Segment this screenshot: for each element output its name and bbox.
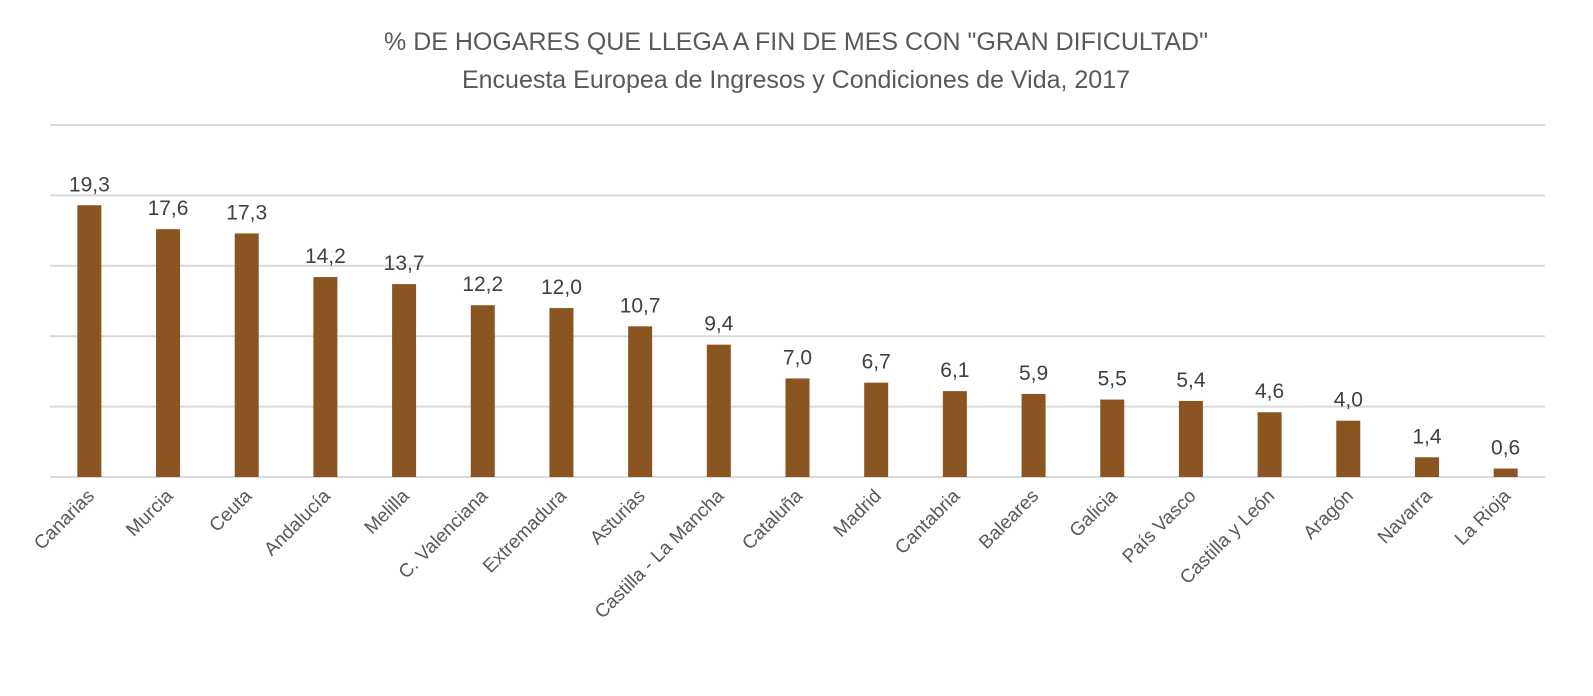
data-label: 10,7 [620,294,661,317]
category-label: Ceuta [206,485,257,536]
bar [785,378,810,477]
data-label: 5,4 [1176,369,1206,392]
data-label: 5,5 [1098,368,1127,391]
data-label: 19,3 [69,173,110,196]
bar [549,308,574,477]
bar [470,305,495,477]
bar [77,205,102,478]
category-label: Cataluña [738,485,807,554]
data-labels: 19,3 17,6 17,3 14,2 13,7 12,2 12,0 10,7 9,4 7,0 6,… [69,173,1520,459]
chart-subtitle: Encuesta Europea de Ingresos y Condicion… [462,66,1130,94]
data-label: 7,0 [783,346,812,369]
category-label: Castilla - La Mancha [591,485,729,623]
bar [864,382,889,477]
category-label: Navarra [1374,485,1437,548]
data-label: 4,6 [1255,380,1284,403]
chart-title: % DE HOGARES QUE LLEGA A FIN DE MES CON … [384,28,1208,56]
data-label: 6,7 [862,351,891,374]
category-label: Canarias [30,486,99,555]
bar [156,229,181,477]
data-label: 12,2 [462,273,503,296]
bar [1178,400,1203,477]
category-label: País Vasco [1119,486,1201,568]
data-label: 9,4 [704,313,734,336]
data-label: 12,0 [541,276,582,299]
bar [1493,468,1518,477]
data-label: 0,6 [1491,437,1520,460]
gridlines [50,124,1545,478]
bar [1100,399,1125,477]
category-label: La Rioja [1451,485,1515,549]
category-label: Andalucía [260,485,335,560]
bar [234,233,259,477]
bar [1021,393,1046,477]
bar [1336,420,1361,477]
category-label: Murcia [122,485,177,540]
data-label: 14,2 [305,245,346,268]
category-label: Extremadura [479,485,571,577]
data-label: 17,6 [148,197,189,220]
bar [706,344,731,477]
bar [313,277,338,477]
category-label: Galicia [1066,485,1122,541]
data-label: 4,0 [1334,389,1363,412]
category-label: Asturias [586,486,649,549]
category-label: Cantabria [891,485,964,558]
data-label: 6,1 [940,359,969,382]
bar [942,391,967,477]
bars [77,205,1518,478]
category-label: Melilla [361,485,414,538]
bar [1414,457,1439,477]
data-label: 17,3 [226,201,267,224]
data-label: 1,4 [1412,425,1442,448]
bar [628,326,653,477]
category-label: Baleares [975,486,1043,554]
data-label: 13,7 [384,252,425,275]
bar [1257,412,1282,477]
category-label: Aragón [1300,486,1358,544]
data-label: 5,9 [1019,362,1048,385]
bar [392,284,417,477]
category-label: Madrid [830,486,886,542]
